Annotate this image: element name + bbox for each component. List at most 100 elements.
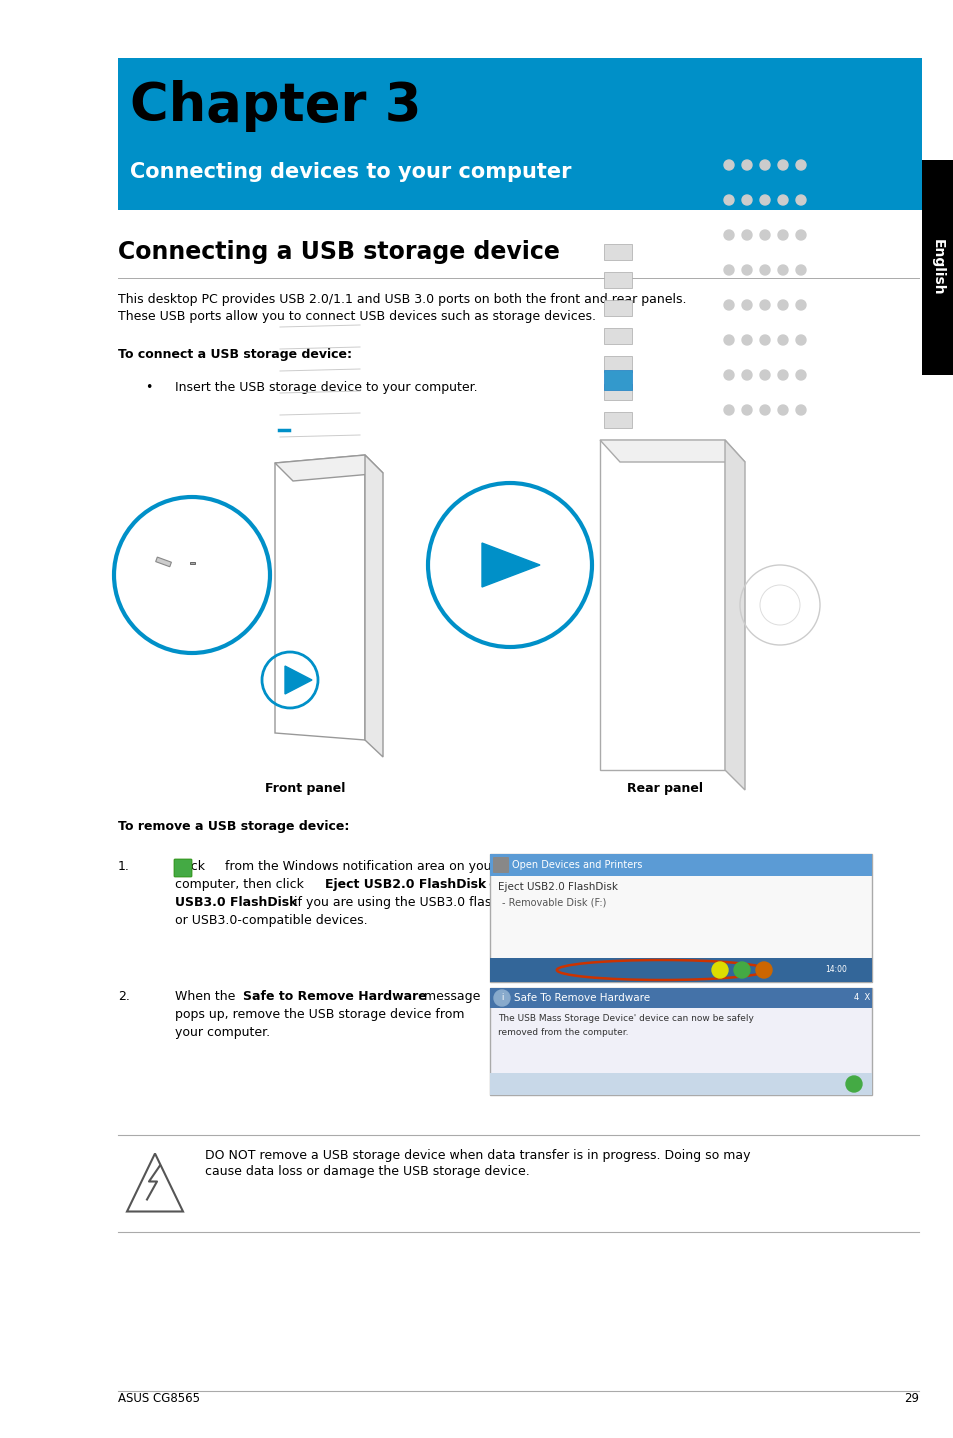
Text: pops up, remove the USB storage device from: pops up, remove the USB storage device f… <box>174 1008 464 1021</box>
Text: Chapter 3: Chapter 3 <box>130 81 421 132</box>
Polygon shape <box>274 454 382 480</box>
FancyBboxPatch shape <box>921 160 953 375</box>
Text: This desktop PC provides USB 2.0/1.1 and USB 3.0 ports on both the front and rea: This desktop PC provides USB 2.0/1.1 and… <box>118 293 686 306</box>
FancyBboxPatch shape <box>603 272 631 288</box>
Circle shape <box>845 1076 862 1091</box>
Circle shape <box>741 370 751 380</box>
Text: The USB Mass Storage Device' device can now be safely: The USB Mass Storage Device' device can … <box>497 1014 753 1022</box>
Circle shape <box>760 160 769 170</box>
Text: These USB ports allow you to connect USB devices such as storage devices.: These USB ports allow you to connect USB… <box>118 311 596 324</box>
Circle shape <box>760 265 769 275</box>
Text: 29: 29 <box>903 1392 918 1405</box>
Circle shape <box>778 230 787 240</box>
Text: i: i <box>500 994 502 1002</box>
Polygon shape <box>285 666 312 695</box>
FancyBboxPatch shape <box>603 301 631 316</box>
Polygon shape <box>481 544 539 587</box>
Circle shape <box>795 301 805 311</box>
Text: or: or <box>484 879 505 892</box>
Circle shape <box>741 335 751 345</box>
FancyBboxPatch shape <box>490 854 871 982</box>
Circle shape <box>755 962 771 978</box>
Circle shape <box>723 230 733 240</box>
Text: 2.: 2. <box>118 989 130 1002</box>
Circle shape <box>760 335 769 345</box>
Text: Connecting devices to your computer: Connecting devices to your computer <box>130 162 571 183</box>
Circle shape <box>711 962 727 978</box>
Text: English: English <box>930 239 944 296</box>
Text: Eject USB2.0 FlashDisk: Eject USB2.0 FlashDisk <box>497 881 618 892</box>
Text: To remove a USB storage device:: To remove a USB storage device: <box>118 820 349 833</box>
Text: To connect a USB storage device:: To connect a USB storage device: <box>118 348 352 361</box>
Circle shape <box>741 301 751 311</box>
Circle shape <box>723 160 733 170</box>
Polygon shape <box>724 440 744 789</box>
FancyBboxPatch shape <box>603 328 631 344</box>
Text: computer, then click: computer, then click <box>174 879 308 892</box>
Circle shape <box>778 301 787 311</box>
Circle shape <box>795 230 805 240</box>
Polygon shape <box>365 454 382 756</box>
Polygon shape <box>599 440 744 462</box>
Circle shape <box>723 196 733 206</box>
Circle shape <box>778 335 787 345</box>
Text: 14:00: 14:00 <box>824 965 846 975</box>
Circle shape <box>494 989 510 1007</box>
Text: if you are using the USB3.0 flash drive: if you are using the USB3.0 flash drive <box>290 896 535 909</box>
Circle shape <box>778 196 787 206</box>
FancyBboxPatch shape <box>490 988 871 1094</box>
Text: cause data loss or damage the USB storage device.: cause data loss or damage the USB storag… <box>205 1165 529 1178</box>
Circle shape <box>795 406 805 416</box>
FancyBboxPatch shape <box>603 370 631 390</box>
Text: Safe to Remove Hardware: Safe to Remove Hardware <box>243 989 426 1002</box>
FancyBboxPatch shape <box>603 244 631 260</box>
Polygon shape <box>190 562 195 564</box>
Text: or USB3.0-compatible devices.: or USB3.0-compatible devices. <box>174 915 367 928</box>
Circle shape <box>760 230 769 240</box>
Circle shape <box>795 335 805 345</box>
Circle shape <box>778 265 787 275</box>
FancyBboxPatch shape <box>490 854 871 876</box>
Text: Eject: Eject <box>504 879 538 892</box>
FancyBboxPatch shape <box>490 854 871 871</box>
FancyBboxPatch shape <box>173 858 192 877</box>
Circle shape <box>741 230 751 240</box>
FancyBboxPatch shape <box>490 958 871 982</box>
Circle shape <box>778 406 787 416</box>
FancyBboxPatch shape <box>490 1073 871 1094</box>
Circle shape <box>778 160 787 170</box>
Circle shape <box>760 196 769 206</box>
Text: Front panel: Front panel <box>265 782 345 795</box>
Circle shape <box>760 370 769 380</box>
Text: When the: When the <box>174 989 239 1002</box>
Circle shape <box>741 265 751 275</box>
Polygon shape <box>155 557 172 567</box>
Circle shape <box>741 196 751 206</box>
FancyBboxPatch shape <box>603 384 631 400</box>
Polygon shape <box>599 440 724 769</box>
FancyBboxPatch shape <box>118 58 921 210</box>
Circle shape <box>760 406 769 416</box>
FancyBboxPatch shape <box>603 357 631 372</box>
Circle shape <box>733 962 749 978</box>
FancyBboxPatch shape <box>603 413 631 429</box>
Text: DO NOT remove a USB storage device when data transfer is in progress. Doing so m: DO NOT remove a USB storage device when … <box>205 1149 750 1162</box>
Circle shape <box>795 160 805 170</box>
Polygon shape <box>127 1153 183 1211</box>
Text: ASUS CG8565: ASUS CG8565 <box>118 1392 200 1405</box>
Text: •: • <box>145 381 152 394</box>
Text: Click: Click <box>174 860 209 873</box>
Circle shape <box>795 265 805 275</box>
Circle shape <box>760 301 769 311</box>
Text: removed from the computer.: removed from the computer. <box>497 1028 628 1037</box>
Text: USB3.0 FlashDisk: USB3.0 FlashDisk <box>174 896 297 909</box>
Text: your computer.: your computer. <box>174 1025 270 1040</box>
Text: Insert the USB storage device to your computer.: Insert the USB storage device to your co… <box>174 381 477 394</box>
Text: from the Windows notification area on your: from the Windows notification area on yo… <box>221 860 497 873</box>
Circle shape <box>795 196 805 206</box>
Text: - Removable Disk (F:): - Removable Disk (F:) <box>501 897 606 907</box>
Circle shape <box>723 265 733 275</box>
Text: Open Devices and Printers: Open Devices and Printers <box>512 860 641 870</box>
FancyBboxPatch shape <box>493 857 509 873</box>
Circle shape <box>795 370 805 380</box>
